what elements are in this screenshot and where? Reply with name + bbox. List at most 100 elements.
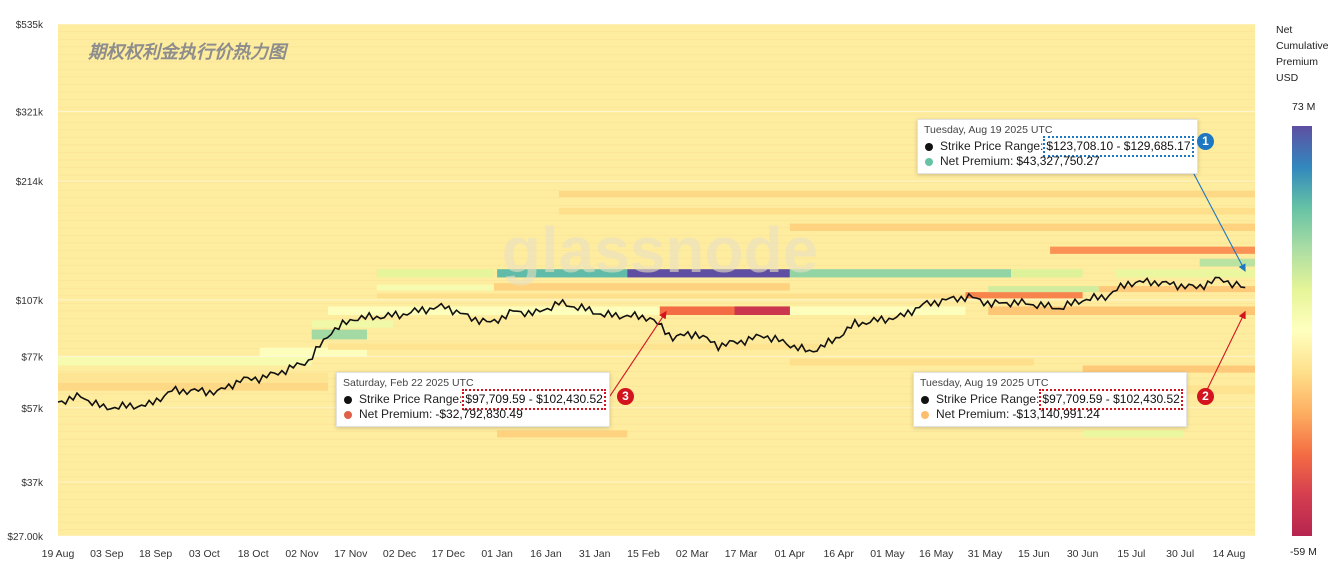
x-tick-label: 16 Jan [530,548,562,560]
heatmap-cell [327,306,966,315]
x-tick-label: 31 May [968,548,1003,560]
colorbar-title-line: Premium [1276,56,1319,68]
tooltip-premium-row: Net Premium: -$13,140,991.24 [920,407,1180,422]
premium-label: Net Premium: [936,407,1010,421]
x-axis-ticks: 19 Aug 03 Sep 18 Sep 03 Oct 18 Oct 02 Nov 17 N… [42,548,1246,560]
x-tick-label: 30 Jun [1067,548,1099,560]
y-tick-label: $77k [21,352,44,363]
premium-dot [921,410,929,419]
x-tick-label: 02 Mar [676,548,709,560]
colorbar-title-line: Net [1276,24,1293,36]
x-tick-label: 14 Aug [1213,548,1246,560]
tooltip-range-row: Strike Price Range: $123,708.10 - $129,6… [924,136,1194,157]
tooltip-premium-row: Net Premium: $43,327,750.27 [924,154,1191,169]
tooltip-3: Saturday, Feb 22 2025 UTC Strike Price R… [336,372,610,427]
heatmap-cell [58,372,328,383]
x-tick-label: 01 Jan [481,548,513,560]
heatmap-cell [627,269,790,278]
tooltip-1: Tuesday, Aug 19 2025 UTC Strike Price Ra… [917,119,1198,174]
heatmap-cell [659,306,790,315]
x-tick-label: 31 Jan [579,548,611,560]
x-tick-label: 17 Dec [432,548,465,560]
colorbar-title-line: Cumulative [1276,40,1329,52]
heatmap-cell [734,306,790,315]
colorbar-min-label: -59 M [1290,546,1317,558]
heatmap-cells [58,190,1255,438]
tooltip-2: Tuesday, Aug 19 2025 UTC Strike Price Ra… [913,372,1187,427]
x-tick-label: 02 Dec [383,548,416,560]
range-label: Strike Price Range: [940,139,1044,153]
tooltip-date: Tuesday, Aug 19 2025 UTC [920,377,1049,389]
tooltip-date: Tuesday, Aug 19 2025 UTC [924,124,1053,136]
y-tick-label: $535k [16,20,44,31]
range-value: $123,708.10 - $129,685.17 [1043,136,1194,157]
annotation-badge-3: 3 [617,388,634,405]
tooltip-range-row: Strike Price Range: $97,709.59 - $102,43… [920,389,1183,410]
range-value: $97,709.59 - $102,430.52 [462,389,606,410]
x-tick-label: 02 Nov [285,548,319,560]
annotation-arrow [609,310,667,397]
annotation-arrow [1202,310,1246,399]
x-tick-label: 15 Feb [627,548,660,560]
range-value: $97,709.59 - $102,430.52 [1039,389,1183,410]
heatmap-cell [1011,269,1083,278]
colorbar-title-line: USD [1276,72,1299,84]
heatmap-cell [497,269,628,278]
tooltip-range-row: Strike Price Range: $97,709.59 - $102,43… [343,389,606,410]
heatmap-base [58,24,1255,536]
chart-title: 期权权利金执行价热力图 [88,42,286,62]
premium-dot [925,157,933,166]
tooltip-premium-row: Net Premium: -$32,792,830.49 [343,407,603,422]
heatmap-cell [789,223,1255,231]
y-tick-label: $107k [16,296,44,307]
heatmap-cell [558,190,1255,198]
range-label: Strike Price Range: [359,392,463,406]
annotation-arrows [609,156,1246,399]
colorbar [1292,126,1312,536]
heatmap-cell [259,347,368,357]
heatmap-cell [789,269,1012,278]
price-line [57,276,1246,411]
y-tick-label: $57k [21,404,44,415]
x-tick-label: 18 Sep [139,548,172,560]
heatmap-cell [311,329,368,340]
heatmap-cell [1082,430,1184,438]
y-tick-label: $27.00k [7,532,44,543]
heatmap-cell [965,292,1083,299]
y-tick-label: $214k [16,177,44,188]
x-tick-label: 15 Jun [1018,548,1050,560]
x-tick-label: 01 Apr [775,548,806,560]
y-axis-ticks: $535k $321k $214k $107k $77k $57k $37k $27.00k [7,20,44,543]
x-tick-label: 18 Oct [238,548,269,560]
series-dot [344,395,352,404]
heatmap-cell [58,356,312,366]
watermark-text: glassnode [502,214,819,286]
heatmap-cell [497,430,628,438]
heatmap-cell [311,320,394,328]
x-tick-label: 03 Sep [90,548,123,560]
heatmap-cell [376,293,1034,299]
heatmap-cell [1050,246,1255,254]
tooltip-date: Saturday, Feb 22 2025 UTC [343,377,474,389]
gridlines [58,23,1255,537]
premium-value: -$32,792,830.49 [435,407,523,421]
series-dot [921,395,929,404]
x-tick-label: 01 May [870,548,905,560]
x-tick-label: 16 Apr [823,548,854,560]
annotation-badge-2: 2 [1197,388,1214,405]
x-tick-label: 19 Aug [42,548,75,560]
colorbar-title: Net Cumulative Premium USD [1276,22,1329,86]
heatmap-cell [1115,269,1255,278]
heatmap-cell [988,286,1099,293]
premium-dot [344,410,352,419]
premium-value: -$13,140,991.24 [1012,407,1100,421]
range-label: Strike Price Range: [936,392,1040,406]
premium-label: Net Premium: [359,407,433,421]
series-dot [925,142,933,151]
y-tick-label: $37k [21,478,44,489]
x-tick-label: 30 Jul [1166,548,1194,560]
colorbar-max-label: 73 M [1292,101,1316,113]
premium-value: $43,327,750.27 [1016,154,1100,168]
heatmap-cell [1199,258,1255,267]
